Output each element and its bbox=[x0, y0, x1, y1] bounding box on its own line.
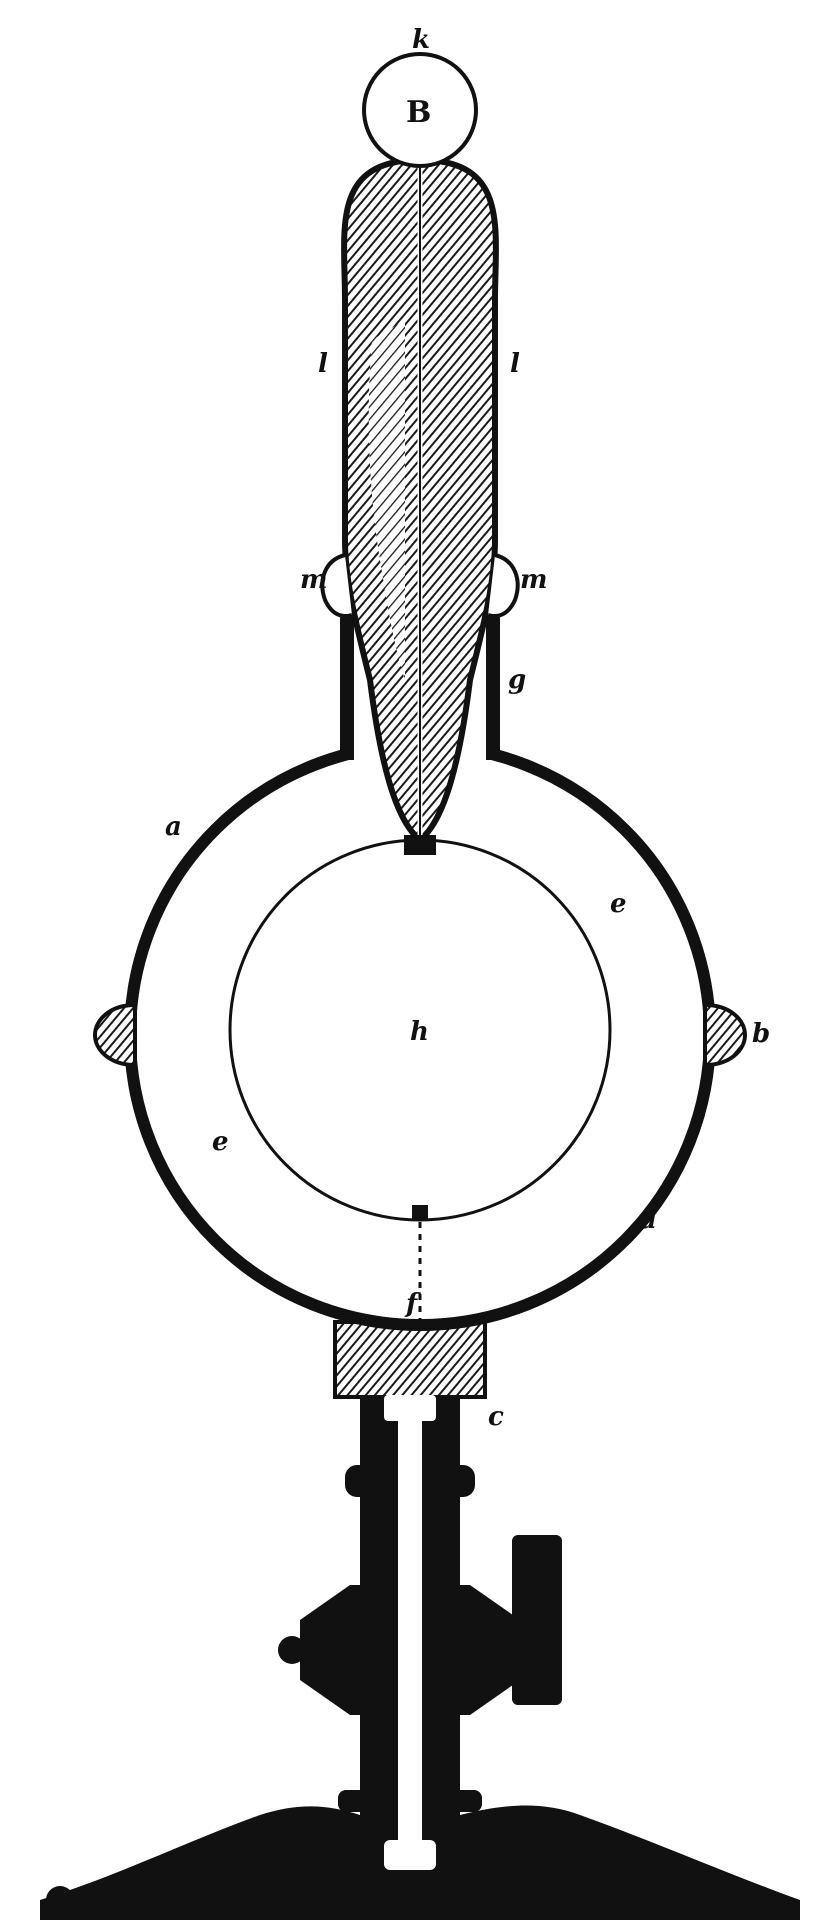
label-B: B bbox=[406, 95, 431, 130]
label-a-top: a bbox=[165, 812, 182, 842]
neck-right bbox=[486, 590, 500, 760]
rod-foot bbox=[384, 1840, 436, 1870]
label-e-right: e bbox=[610, 889, 627, 919]
bottom-plug bbox=[404, 835, 436, 855]
label-g: g bbox=[508, 665, 526, 695]
label-b: b bbox=[752, 1019, 770, 1049]
label-a-bottom: a bbox=[640, 1205, 657, 1235]
label-m-left: m bbox=[300, 565, 328, 595]
base-foot-right bbox=[746, 1886, 774, 1914]
label-l-right: l bbox=[510, 349, 520, 379]
label-c: c bbox=[488, 1402, 504, 1432]
side-knob-right bbox=[703, 1002, 748, 1068]
label-f: f bbox=[404, 1289, 421, 1319]
base-foot-left bbox=[46, 1886, 74, 1914]
sphere-bottom-mark bbox=[412, 1205, 428, 1219]
clip-right bbox=[487, 553, 520, 619]
central-rod bbox=[398, 1405, 422, 1845]
rod-head bbox=[384, 1395, 436, 1421]
insulator-highlight bbox=[368, 320, 405, 680]
column-cap bbox=[333, 1320, 487, 1399]
label-m-right: m bbox=[520, 565, 548, 595]
label-h: h bbox=[410, 1017, 429, 1047]
label-e-left: e bbox=[212, 1127, 229, 1157]
neck-left bbox=[340, 590, 354, 760]
clamp-knob bbox=[278, 1636, 306, 1664]
label-k: k bbox=[412, 25, 430, 55]
clip-left bbox=[320, 553, 353, 619]
top-ball bbox=[362, 52, 478, 168]
side-knob-left bbox=[92, 1002, 137, 1068]
clamp-screw-handle bbox=[512, 1535, 562, 1705]
label-l-left: l bbox=[318, 349, 328, 379]
